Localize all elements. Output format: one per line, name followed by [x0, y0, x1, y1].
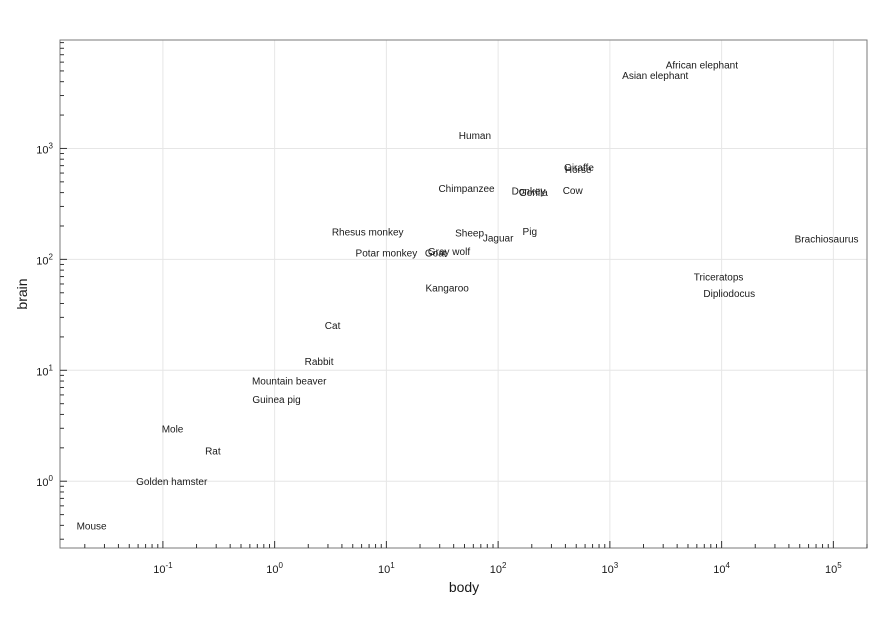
point-label: Donkey: [512, 186, 546, 197]
tick-labels: 10-1 100 101 102 103 104 105 100 101 102 103: [36, 141, 842, 576]
point-label: Triceratops: [694, 273, 744, 284]
y-tick-label: 100: [36, 474, 53, 489]
x-tick-label: 105: [825, 561, 842, 576]
plot-background: [60, 40, 867, 548]
point-label: Rat: [205, 446, 221, 457]
x-tick-label: 101: [378, 561, 395, 576]
point-label: Dipliodocus: [703, 289, 755, 300]
grid-lines: [60, 40, 867, 548]
point-label: Rhesus monkey: [332, 227, 404, 238]
point-label: Goat: [425, 249, 447, 260]
y-tick-label: 103: [36, 141, 53, 156]
point-label: Mole: [162, 424, 184, 435]
point-label: Gorilla: [519, 188, 548, 199]
y-tick-label: 101: [36, 363, 53, 378]
point-label: Gray wolf: [428, 247, 470, 258]
x-tick-label: 103: [602, 561, 619, 576]
point-label: Mountain beaver: [252, 376, 327, 387]
point-label: Mouse: [77, 521, 107, 532]
x-tick-label: 100: [266, 561, 283, 576]
point-label: Horse: [565, 165, 592, 176]
y-axis-title: brain: [14, 278, 30, 309]
point-label: Cow: [563, 186, 584, 197]
plot-frame: [59, 39, 868, 549]
x-tick-label: 10-1: [153, 561, 173, 576]
x-tick-label: 102: [490, 561, 507, 576]
point-label: Giraffe: [564, 163, 594, 174]
point-label: Rabbit: [305, 357, 334, 368]
point-label: Cat: [325, 321, 341, 332]
point-label: Brachiosaurus: [795, 234, 859, 245]
point-label: Jaguar: [483, 234, 514, 245]
point-label: Sheep: [455, 228, 484, 239]
point-label: Human: [459, 131, 491, 142]
point-label: Guinea pig: [252, 395, 300, 406]
point-label: Potar monkey: [356, 249, 418, 260]
point-label: Golden hamster: [136, 477, 208, 488]
point-label: Chimpanzee: [438, 184, 495, 195]
x-tick-label: 104: [713, 561, 730, 576]
axis-ticks: [60, 42, 868, 548]
x-axis-title: body: [449, 579, 479, 595]
point-label: Pig: [523, 227, 537, 238]
point-label: African elephant: [666, 61, 738, 72]
point-label: Kangaroo: [425, 283, 469, 294]
point-label: Asian elephant: [622, 71, 688, 82]
y-tick-label: 102: [36, 252, 53, 267]
